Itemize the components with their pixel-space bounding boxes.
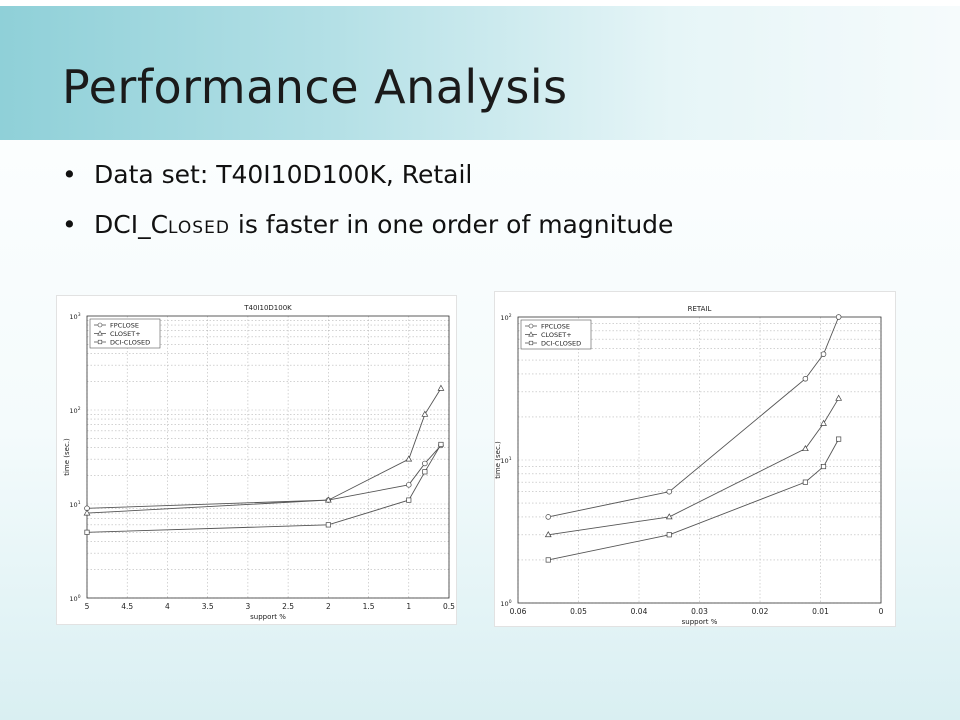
x-tick-label: 1.5 [363, 602, 375, 611]
x-tick-label: 2.5 [282, 602, 294, 611]
series-line [86, 388, 442, 514]
data-point [545, 514, 551, 520]
x-tick-label: 2 [326, 602, 331, 611]
x-tick-label: 0.04 [631, 607, 648, 616]
legend-marker [97, 322, 103, 328]
grid-lines [86, 316, 450, 599]
bullet-list: • Data set: T40I10D100K, Retail • DCI_CLOS… [62, 160, 673, 260]
legend-marker [97, 339, 103, 345]
legend-marker [528, 323, 534, 329]
data-point [437, 384, 445, 391]
y-tick-label: 102 [69, 406, 80, 415]
data-point [406, 482, 412, 488]
x-tick-label: 5 [85, 602, 90, 611]
bullet-text: Data set: T40I10D100K, Retail [94, 160, 473, 189]
grid-lines [517, 317, 882, 604]
data-point [835, 314, 842, 320]
bullet-dot-icon: • [62, 160, 77, 189]
chart-t40: T40I10D100K 5 4.5 4 3.5 3 2.5 2 1.5 1 0.5 support %… [63, 304, 455, 621]
data-point [820, 419, 827, 426]
x-tick-label: 0 [879, 607, 884, 616]
data-point [666, 488, 673, 495]
series-fpclose [84, 442, 444, 512]
y-tick-label: 102 [500, 313, 511, 322]
x-axis-label: support % [682, 618, 718, 626]
data-point [545, 557, 551, 563]
bullet-text-smallcaps: LOSED [168, 218, 230, 238]
data-point [820, 351, 827, 357]
plot-frame [517, 316, 882, 604]
series-dci-closed [545, 436, 842, 563]
legend-label: FPCLOSE [541, 322, 570, 330]
bullet-item: • Data set: T40I10D100K, Retail [62, 160, 673, 189]
chart-panel-retail: RETAIL 0.06 0.05 0.04 0.03 0.02 0.01 0 support %… [494, 292, 895, 626]
bullet-dot-icon: • [62, 210, 77, 239]
bullet-item: • DCI_CLOSED is faster in one order of ma… [62, 210, 673, 239]
x-axis-label: support % [250, 613, 286, 621]
legend-marker [528, 331, 534, 337]
series-closet- [544, 394, 843, 538]
data-point [544, 531, 552, 538]
chart-retail: RETAIL 0.06 0.05 0.04 0.03 0.02 0.01 0 support %… [494, 305, 884, 626]
data-point [83, 509, 91, 516]
x-tick-label: 0.01 [812, 607, 829, 616]
data-point [325, 522, 331, 528]
legend-label: CLOSET+ [110, 330, 141, 338]
data-point [836, 436, 842, 442]
plot-frame [86, 315, 450, 599]
series-closet- [83, 384, 445, 516]
chart-panel-t40: T40I10D100K 5 4.5 4 3.5 3 2.5 2 1.5 1 0.5 support %… [57, 296, 456, 624]
y-axis-label: time (sec.) [495, 441, 502, 479]
legend-label: DCI-CLOSED [541, 339, 581, 347]
y-tick-label: 101 [69, 500, 80, 509]
series-fpclose [545, 314, 842, 520]
x-tick-label: 4.5 [121, 602, 133, 611]
data-point [324, 496, 332, 503]
bullet-text-prefix: DCI_C [94, 210, 169, 239]
chart-title: RETAIL [688, 305, 712, 313]
title-band [0, 6, 960, 140]
x-tick-label: 1 [406, 602, 411, 611]
data-point [406, 497, 412, 503]
x-tick-label: 4 [165, 602, 170, 611]
series-dci-closed [84, 441, 444, 535]
x-tick-label: 0.03 [691, 607, 708, 616]
data-point [802, 375, 809, 382]
series-line [86, 445, 442, 509]
data-point [438, 441, 444, 448]
series-line [548, 438, 840, 561]
y-tick-label: 103 [69, 312, 80, 321]
data-point [422, 469, 428, 475]
y-tick-label: 100 [69, 594, 80, 603]
x-tick-label: 0.06 [510, 607, 527, 616]
data-point [666, 532, 672, 538]
data-point [820, 463, 827, 470]
y-tick-label: 100 [500, 599, 511, 608]
data-point [84, 529, 90, 535]
x-tick-label: 0.5 [443, 602, 455, 611]
legend-label: DCI-CLOSED [110, 338, 150, 346]
data-point [422, 460, 428, 467]
x-tick-label: 3.5 [202, 602, 214, 611]
bullet-text-suffix: is faster in one order of magnitude [229, 210, 674, 239]
x-tick-label: 0.05 [570, 607, 587, 616]
data-point [405, 455, 413, 462]
data-point [665, 513, 673, 520]
x-tick-label: 3 [245, 602, 250, 611]
data-point [801, 444, 809, 452]
data-point [835, 394, 843, 401]
y-tick-label: 101 [500, 456, 511, 465]
y-axis-label: time (sec.) [63, 438, 71, 476]
data-point [802, 479, 808, 485]
legend-label: CLOSET+ [541, 331, 572, 339]
chart-title: T40I10D100K [243, 304, 292, 312]
slide-title: Performance Analysis [62, 60, 568, 114]
x-tick-label: 0.02 [752, 607, 769, 616]
data-point [421, 410, 429, 417]
legend-marker [97, 330, 103, 336]
legend-marker [528, 340, 534, 346]
legend-label: FPCLOSE [110, 321, 139, 329]
